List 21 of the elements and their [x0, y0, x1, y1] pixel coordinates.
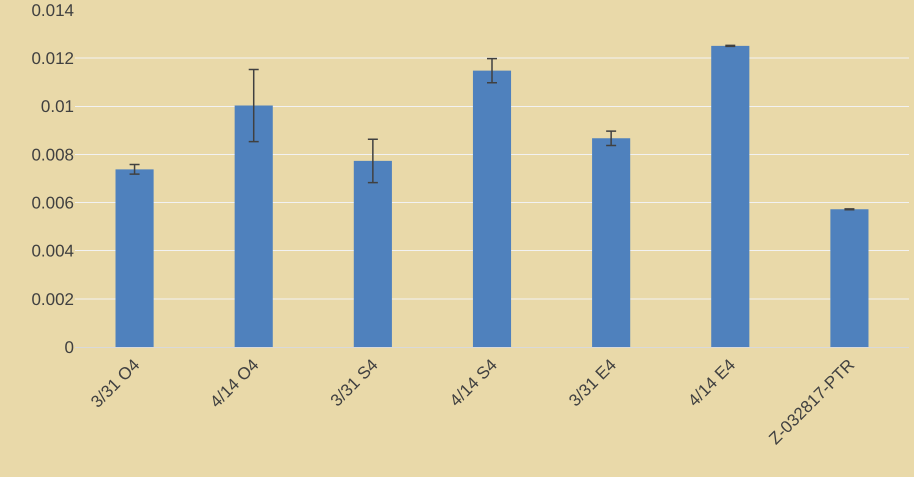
y-tick-label: 0.002 — [31, 290, 74, 309]
y-tick-label: 0.006 — [31, 194, 74, 213]
bar — [116, 169, 154, 347]
bar — [830, 209, 868, 347]
y-tick-label: 0 — [64, 338, 74, 357]
bar — [354, 160, 392, 347]
x-tick-label: 4/14 E4 — [684, 355, 740, 410]
bar — [592, 138, 630, 347]
y-tick-label: 0.008 — [31, 145, 74, 164]
x-tick-label: 3/31 O4 — [87, 355, 144, 412]
x-tick-label: 4/14 S4 — [446, 355, 501, 410]
bar — [472, 70, 512, 347]
x-tick-label: 3/31 S4 — [326, 355, 382, 410]
y-tick-label: 0.014 — [31, 0, 74, 20]
bar — [711, 46, 750, 347]
bar — [234, 106, 273, 347]
x-tick-label: 4/14 O4 — [206, 355, 263, 412]
y-tick-label: 0.01 — [40, 97, 74, 116]
x-tick-label: 3/31 E4 — [565, 355, 620, 410]
y-tick-label: 0.012 — [31, 49, 74, 68]
y-tick-label: 0.004 — [31, 242, 74, 261]
